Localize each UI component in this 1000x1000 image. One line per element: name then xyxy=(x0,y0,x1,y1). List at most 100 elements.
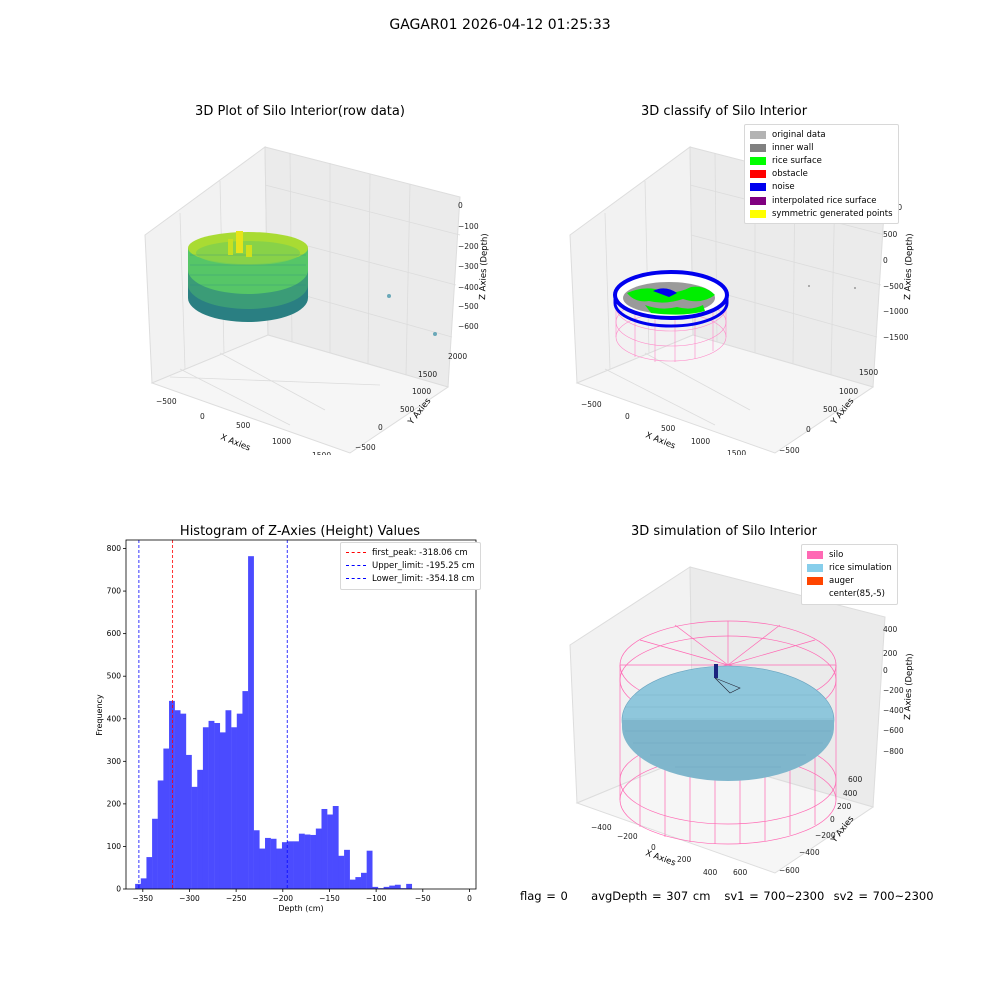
tick-z: 0 xyxy=(883,256,888,265)
histogram-bar xyxy=(169,700,175,889)
avg-depth-text: avgDepth = 307 cm xyxy=(591,889,711,903)
histogram-bar xyxy=(287,841,294,889)
tick-y: 0 xyxy=(378,423,383,432)
y-tick-label: 100 xyxy=(107,842,122,851)
histogram-bar xyxy=(219,732,226,889)
tick-x: 400 xyxy=(703,868,718,877)
histogram-bar xyxy=(315,828,322,889)
legend-swatch xyxy=(750,209,766,218)
plot4-zlabel: Z Axies (Depth) xyxy=(903,653,915,720)
histogram-bar xyxy=(185,754,192,889)
legend-line xyxy=(346,578,366,580)
y-tick-label: 0 xyxy=(116,885,121,894)
legend-swatch xyxy=(750,130,766,139)
tick-x: 1500 xyxy=(727,449,746,455)
histogram-bar xyxy=(248,556,254,889)
histogram-bar xyxy=(400,888,407,889)
tick-z: −500 xyxy=(458,302,479,311)
tick-z: −200 xyxy=(883,686,904,695)
y-tick-label: 200 xyxy=(107,799,122,808)
tick-x: 0 xyxy=(651,843,656,852)
tick-x: −500 xyxy=(156,397,177,406)
legend-item: first_peak: -318.06 cm xyxy=(346,546,475,559)
tick-y: 500 xyxy=(823,405,838,414)
tick-x: 600 xyxy=(733,868,748,877)
histogram-bar xyxy=(214,723,221,889)
histogram-bar xyxy=(338,855,345,889)
histogram-bar xyxy=(377,888,384,889)
legend-swatch xyxy=(807,550,823,559)
legend-swatch xyxy=(750,170,766,179)
legend-label: auger xyxy=(829,575,854,586)
legend-item: Upper_limit: -195.25 cm xyxy=(346,559,475,572)
tick-z: −1500 xyxy=(883,333,909,342)
histogram-bar xyxy=(191,786,198,889)
histogram-bar xyxy=(276,848,283,889)
histogram-bar xyxy=(389,885,396,889)
histogram-bar xyxy=(304,834,311,889)
histogram-bar xyxy=(236,713,243,889)
flag-text: flag = 0 xyxy=(520,889,568,903)
legend-label: rice surface xyxy=(772,155,822,166)
histogram-bar xyxy=(242,691,249,889)
histogram-bar xyxy=(298,833,305,889)
histogram-bar xyxy=(152,818,158,889)
histogram-bar xyxy=(202,727,209,889)
x-tick-label: −350 xyxy=(132,894,153,903)
legend-item: auger xyxy=(807,574,892,587)
histogram-bar xyxy=(406,883,413,889)
tick-y: −500 xyxy=(355,443,376,452)
legend-item: silo xyxy=(807,548,892,561)
tick-z: −500 xyxy=(883,282,904,291)
tick-z: 400 xyxy=(883,625,898,634)
legend-item: obstacle xyxy=(750,168,893,181)
legend-item: inner wall xyxy=(750,141,893,154)
legend-label: inner wall xyxy=(772,142,814,153)
tick-x: 1500 xyxy=(312,451,331,455)
plot1-title: 3D Plot of Silo Interior(row data) xyxy=(195,104,405,119)
plot2-legend: original data inner wall rice surface ob… xyxy=(744,124,899,225)
y-tick-label: 300 xyxy=(107,757,122,766)
plot1-point-cloud xyxy=(188,231,437,336)
plot4-z-ticks: 400 200 0 −200 −400 −600 −800 xyxy=(883,625,904,756)
tick-y: −600 xyxy=(779,866,800,875)
histogram-bar xyxy=(140,878,147,889)
tick-y: 1500 xyxy=(859,368,878,377)
sv2-text: sv2 = 700~2300 xyxy=(833,889,934,903)
legend-label: Upper_limit: -195.25 cm xyxy=(372,560,475,571)
legend-label: Lower_limit: -354.18 cm xyxy=(372,573,475,584)
legend-line xyxy=(346,565,366,567)
histogram-bar xyxy=(394,884,401,889)
tick-y: −400 xyxy=(799,848,820,857)
tick-z: −100 xyxy=(458,222,479,231)
histogram-chart: −350 −300 −250 −200 −150 −100 −50 0 0 100 200 300 4… xyxy=(95,539,477,913)
plot1-x-ticks: −500 0 500 1000 1500 xyxy=(156,397,331,455)
tick-y: 1000 xyxy=(839,387,858,396)
tick-y: 2000 xyxy=(448,352,467,361)
tick-z: −800 xyxy=(883,747,904,756)
tick-x: 0 xyxy=(625,412,630,421)
histogram-bar xyxy=(332,806,339,889)
legend-item: center(85,-5) xyxy=(807,588,892,601)
histogram-bar xyxy=(231,727,237,889)
tick-z: 200 xyxy=(883,649,898,658)
legend-label: original data xyxy=(772,129,826,140)
histogram-bar xyxy=(270,838,277,889)
tick-z: 500 xyxy=(883,230,898,239)
tick-x: 200 xyxy=(677,855,692,864)
histogram-xlabel: Depth (cm) xyxy=(278,904,323,913)
histogram-bar xyxy=(372,886,379,889)
x-tick-label: −50 xyxy=(415,894,431,903)
legend-label: interpolated rice surface xyxy=(772,195,877,206)
histogram-bar xyxy=(253,830,260,889)
plot1-raw-3d: −500 0 500 1000 1500 −500 0 500 1000 150… xyxy=(144,146,490,455)
legend-swatch xyxy=(807,576,823,585)
legend-item: interpolated rice surface xyxy=(750,194,893,207)
tick-y: 1500 xyxy=(418,370,437,379)
legend-line xyxy=(346,552,366,554)
figure-title: GAGAR01 2026-04-12 01:25:33 xyxy=(389,17,611,33)
x-tick-label: −100 xyxy=(366,894,387,903)
tick-x: −500 xyxy=(581,400,602,409)
histogram-vlines xyxy=(138,540,288,889)
histogram-legend: first_peak: -318.06 cm Upper_limit: -195… xyxy=(340,542,481,590)
